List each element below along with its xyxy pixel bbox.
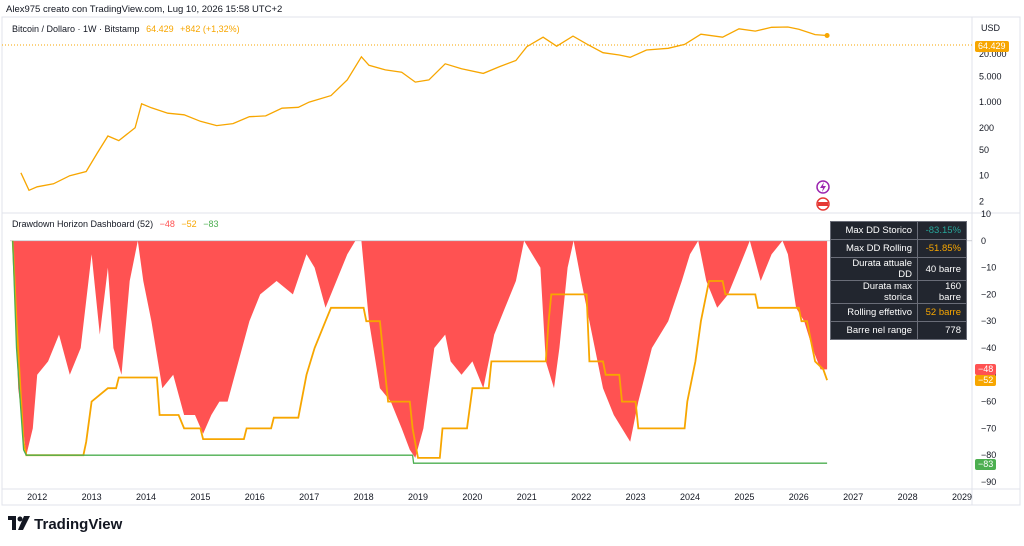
- time-tick-label: 2028: [898, 492, 918, 502]
- price-value: 64.429: [146, 24, 174, 34]
- stats-label: Max DD Rolling: [830, 239, 918, 258]
- time-axis-ticks: 2012 2013 2014 2015 2016 2017 2018 2019 2020 2021…: [27, 492, 972, 502]
- price-badge: 64.429: [975, 41, 1009, 52]
- currency-unit: USD: [981, 23, 1001, 33]
- flag-icon-stripe: [818, 202, 828, 206]
- drawdown-tick-label: −40: [981, 343, 996, 353]
- stats-table: Max DD Storico -83.15% Max DD Rolling -51.8…: [830, 221, 967, 340]
- tradingview-logo: TradingView: [8, 516, 122, 533]
- price-change: +842 (+1,32%): [180, 24, 240, 34]
- stats-row: Rolling effettivo 52 barre: [830, 303, 967, 322]
- price-tick-label: 1.000: [979, 97, 1002, 107]
- time-tick-label: 2023: [626, 492, 646, 502]
- price-tick-label: 200: [979, 123, 994, 133]
- chart-header: Alex975 creato con TradingView.com, Lug …: [6, 4, 283, 15]
- time-tick-label: 2024: [680, 492, 700, 502]
- symbol-label: Bitcoin / Dollaro · 1W · Bitstamp: [12, 24, 140, 34]
- price-tick-label: 2: [979, 196, 984, 206]
- time-tick-label: 2017: [299, 492, 319, 502]
- drawdown-tick-label: −90: [981, 477, 996, 487]
- price-axis-ticks: 20.000 5.000 1.000 200 50 10 2: [979, 49, 1007, 206]
- drawdown-tick-label: −30: [981, 316, 996, 326]
- price-tick-label: 50: [979, 145, 989, 155]
- price-tick-label: 5.000: [979, 71, 1002, 81]
- drawdown-tick-label: −60: [981, 397, 996, 407]
- time-tick-label: 2014: [136, 492, 156, 502]
- stats-label: Rolling effettivo: [830, 303, 918, 322]
- stats-value: 40 barre: [917, 257, 967, 281]
- time-tick-label: 2029: [952, 492, 972, 502]
- drawdown-badge: −48: [975, 364, 997, 375]
- drawdown-area: [10, 240, 972, 458]
- stats-label: Durata attuale DD: [830, 257, 918, 281]
- price-tick-label: 20.000: [979, 49, 1007, 59]
- stats-row: Barre nel range 778: [830, 321, 967, 340]
- price-last-point: [824, 33, 830, 39]
- drawdown-tick-label: −70: [981, 423, 996, 433]
- drawdown-tick-label: −10: [981, 263, 996, 273]
- time-tick-label: 2020: [462, 492, 482, 502]
- logo-text: TradingView: [34, 516, 123, 533]
- stats-value: 52 barre: [917, 303, 967, 322]
- time-tick-label: 2015: [190, 492, 210, 502]
- time-tick-label: 2021: [517, 492, 537, 502]
- time-tick-label: 2022: [571, 492, 591, 502]
- stats-value: -51.85%: [917, 239, 967, 258]
- rolling-line: [11, 240, 828, 459]
- drawdown-tick-label: 0: [981, 236, 986, 246]
- bottom-legend: Drawdown Horizon Dashboard (52) −48 −52 …: [12, 219, 218, 229]
- time-tick-label: 2012: [27, 492, 47, 502]
- stats-label: Durata max storica: [830, 280, 918, 304]
- time-tick-label: 2026: [789, 492, 809, 502]
- drawdown-tick-label: −80: [981, 450, 996, 460]
- stats-value: 778: [917, 321, 967, 340]
- stats-value: 160 barre: [917, 280, 967, 304]
- indicator-value-1: −48: [159, 219, 175, 229]
- time-tick-label: 2018: [354, 492, 374, 502]
- drawdown-fill: [12, 240, 828, 458]
- price-series: [20, 26, 830, 192]
- drawdown-lines: [11, 240, 828, 464]
- time-tick-label: 2027: [843, 492, 863, 502]
- price-line-path: [20, 26, 828, 192]
- historic-line: [12, 240, 828, 464]
- historic-badge: −83: [975, 459, 997, 470]
- rolling-badge: −52: [975, 375, 997, 386]
- lightning-icon-glyph: [820, 182, 826, 192]
- stats-row: Max DD Rolling -51.85%: [830, 239, 967, 258]
- time-tick-label: 2019: [408, 492, 428, 502]
- time-tick-label: 2013: [82, 492, 102, 502]
- time-tick-label: 2025: [734, 492, 754, 502]
- stats-value: -83.15%: [917, 221, 967, 240]
- drawdown-tick-label: −20: [981, 289, 996, 299]
- chart-frame: [1, 16, 1021, 506]
- tradingview-logo-icon: [8, 516, 30, 530]
- stats-label: Max DD Storico: [830, 221, 918, 240]
- top-legend: Bitcoin / Dollaro · 1W · Bitstamp 64.429…: [12, 24, 240, 34]
- price-tick-label: 10: [979, 171, 989, 181]
- indicator-name: Drawdown Horizon Dashboard (52): [12, 219, 154, 229]
- indicator-value-2: −52: [181, 219, 197, 229]
- drawdown-tick-label: 10: [981, 209, 991, 219]
- stats-label: Barre nel range: [830, 321, 918, 340]
- stats-row: Durata attuale DD 40 barre: [830, 257, 967, 281]
- drawdown-axis-ticks: 100−10−20−30−40−50−60−70−80−90: [981, 209, 996, 487]
- time-tick-label: 2016: [245, 492, 265, 502]
- stats-row: Durata max storica 160 barre: [830, 280, 967, 304]
- indicator-value-3: −83: [203, 219, 219, 229]
- stats-row: Max DD Storico -83.15%: [830, 221, 967, 240]
